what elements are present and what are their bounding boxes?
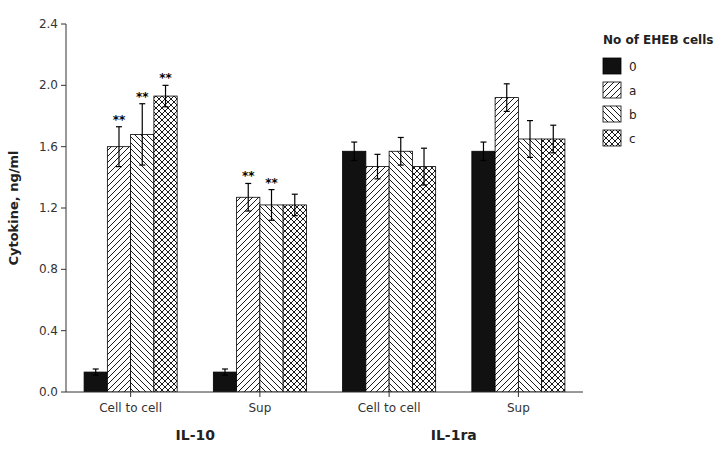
bar: [283, 205, 306, 392]
y-tick-label: 1.2: [39, 201, 58, 215]
bar: [542, 139, 565, 392]
legend-title: No of EHEB cells: [603, 33, 714, 47]
legend-swatch: [603, 58, 621, 74]
legend-label: c: [629, 132, 636, 146]
x-tick-label: Cell to cell: [358, 401, 421, 415]
legend-label: 0: [629, 60, 637, 74]
error-bar: [93, 369, 99, 375]
x-tick: [389, 392, 390, 397]
y-tick: [61, 146, 66, 147]
error-bar: [163, 85, 169, 106]
bar: [343, 151, 366, 392]
y-tick-label: 2.0: [39, 78, 58, 92]
error-bar: [421, 148, 427, 185]
bar: [472, 151, 495, 392]
bar: [260, 205, 283, 392]
significance-label: **: [159, 71, 172, 85]
y-tick: [61, 85, 66, 86]
error-bar: [374, 154, 380, 179]
bar: [389, 151, 412, 392]
y-tick-label: 0.4: [39, 324, 58, 338]
category-group-label: IL-10: [176, 427, 216, 443]
error-bar: [269, 190, 275, 221]
significance-label: **: [113, 113, 126, 127]
bar: [84, 372, 107, 392]
legend-swatch: [603, 130, 621, 146]
significance-label: **: [242, 169, 255, 183]
legend-label: b: [629, 108, 637, 122]
bar: [131, 134, 154, 392]
x-tick-label: Cell to cell: [99, 401, 162, 415]
bar: [107, 147, 130, 392]
bar: [213, 372, 236, 392]
chart: ** ** ** ** ** 0.0 0.4 0.8 1.2 1.6 2.0 2.4 Cell to c…: [0, 0, 723, 470]
error-bar: [398, 137, 404, 165]
y-tick: [61, 330, 66, 331]
bar: [412, 167, 435, 392]
x-tick: [259, 392, 260, 397]
y-tick-label: 0.8: [39, 262, 58, 276]
x-tick: [518, 392, 519, 397]
y-tick-label: 2.4: [39, 17, 58, 31]
error-bar: [550, 125, 556, 153]
error-bar: [245, 183, 251, 211]
significance-label: **: [136, 90, 149, 104]
x-tick-label: Sup: [248, 401, 271, 415]
legend-swatch: [603, 82, 621, 98]
error-bar: [222, 369, 228, 375]
x-tick: [130, 392, 131, 397]
y-tick-label: 0.0: [39, 385, 58, 399]
legend: No of EHEB cells 0 abc: [603, 33, 714, 146]
bar: [237, 197, 260, 392]
error-bar: [504, 84, 510, 112]
error-bar: [116, 127, 122, 167]
category-group-label: IL-1ra: [431, 427, 477, 443]
bar: [495, 98, 518, 392]
bars: [84, 84, 565, 392]
error-bar: [292, 194, 298, 215]
y-tick-label: 1.6: [39, 140, 58, 154]
x-tick-label: Sup: [507, 401, 530, 415]
y-tick: [61, 269, 66, 270]
x-axis-line: [66, 392, 583, 393]
error-bar: [139, 104, 145, 165]
error-bar: [351, 142, 357, 160]
significance-label: **: [265, 176, 278, 190]
y-axis-label: Cytokine, ng/ml: [6, 150, 21, 265]
bar: [154, 96, 177, 392]
bar: [366, 167, 389, 392]
bar: [518, 139, 541, 392]
y-tick: [61, 208, 66, 209]
y-tick: [61, 392, 66, 393]
error-bar: [480, 142, 486, 160]
y-tick: [61, 24, 66, 25]
legend-label: a: [629, 84, 636, 98]
legend-swatch: [603, 106, 621, 122]
error-bar: [527, 121, 533, 158]
